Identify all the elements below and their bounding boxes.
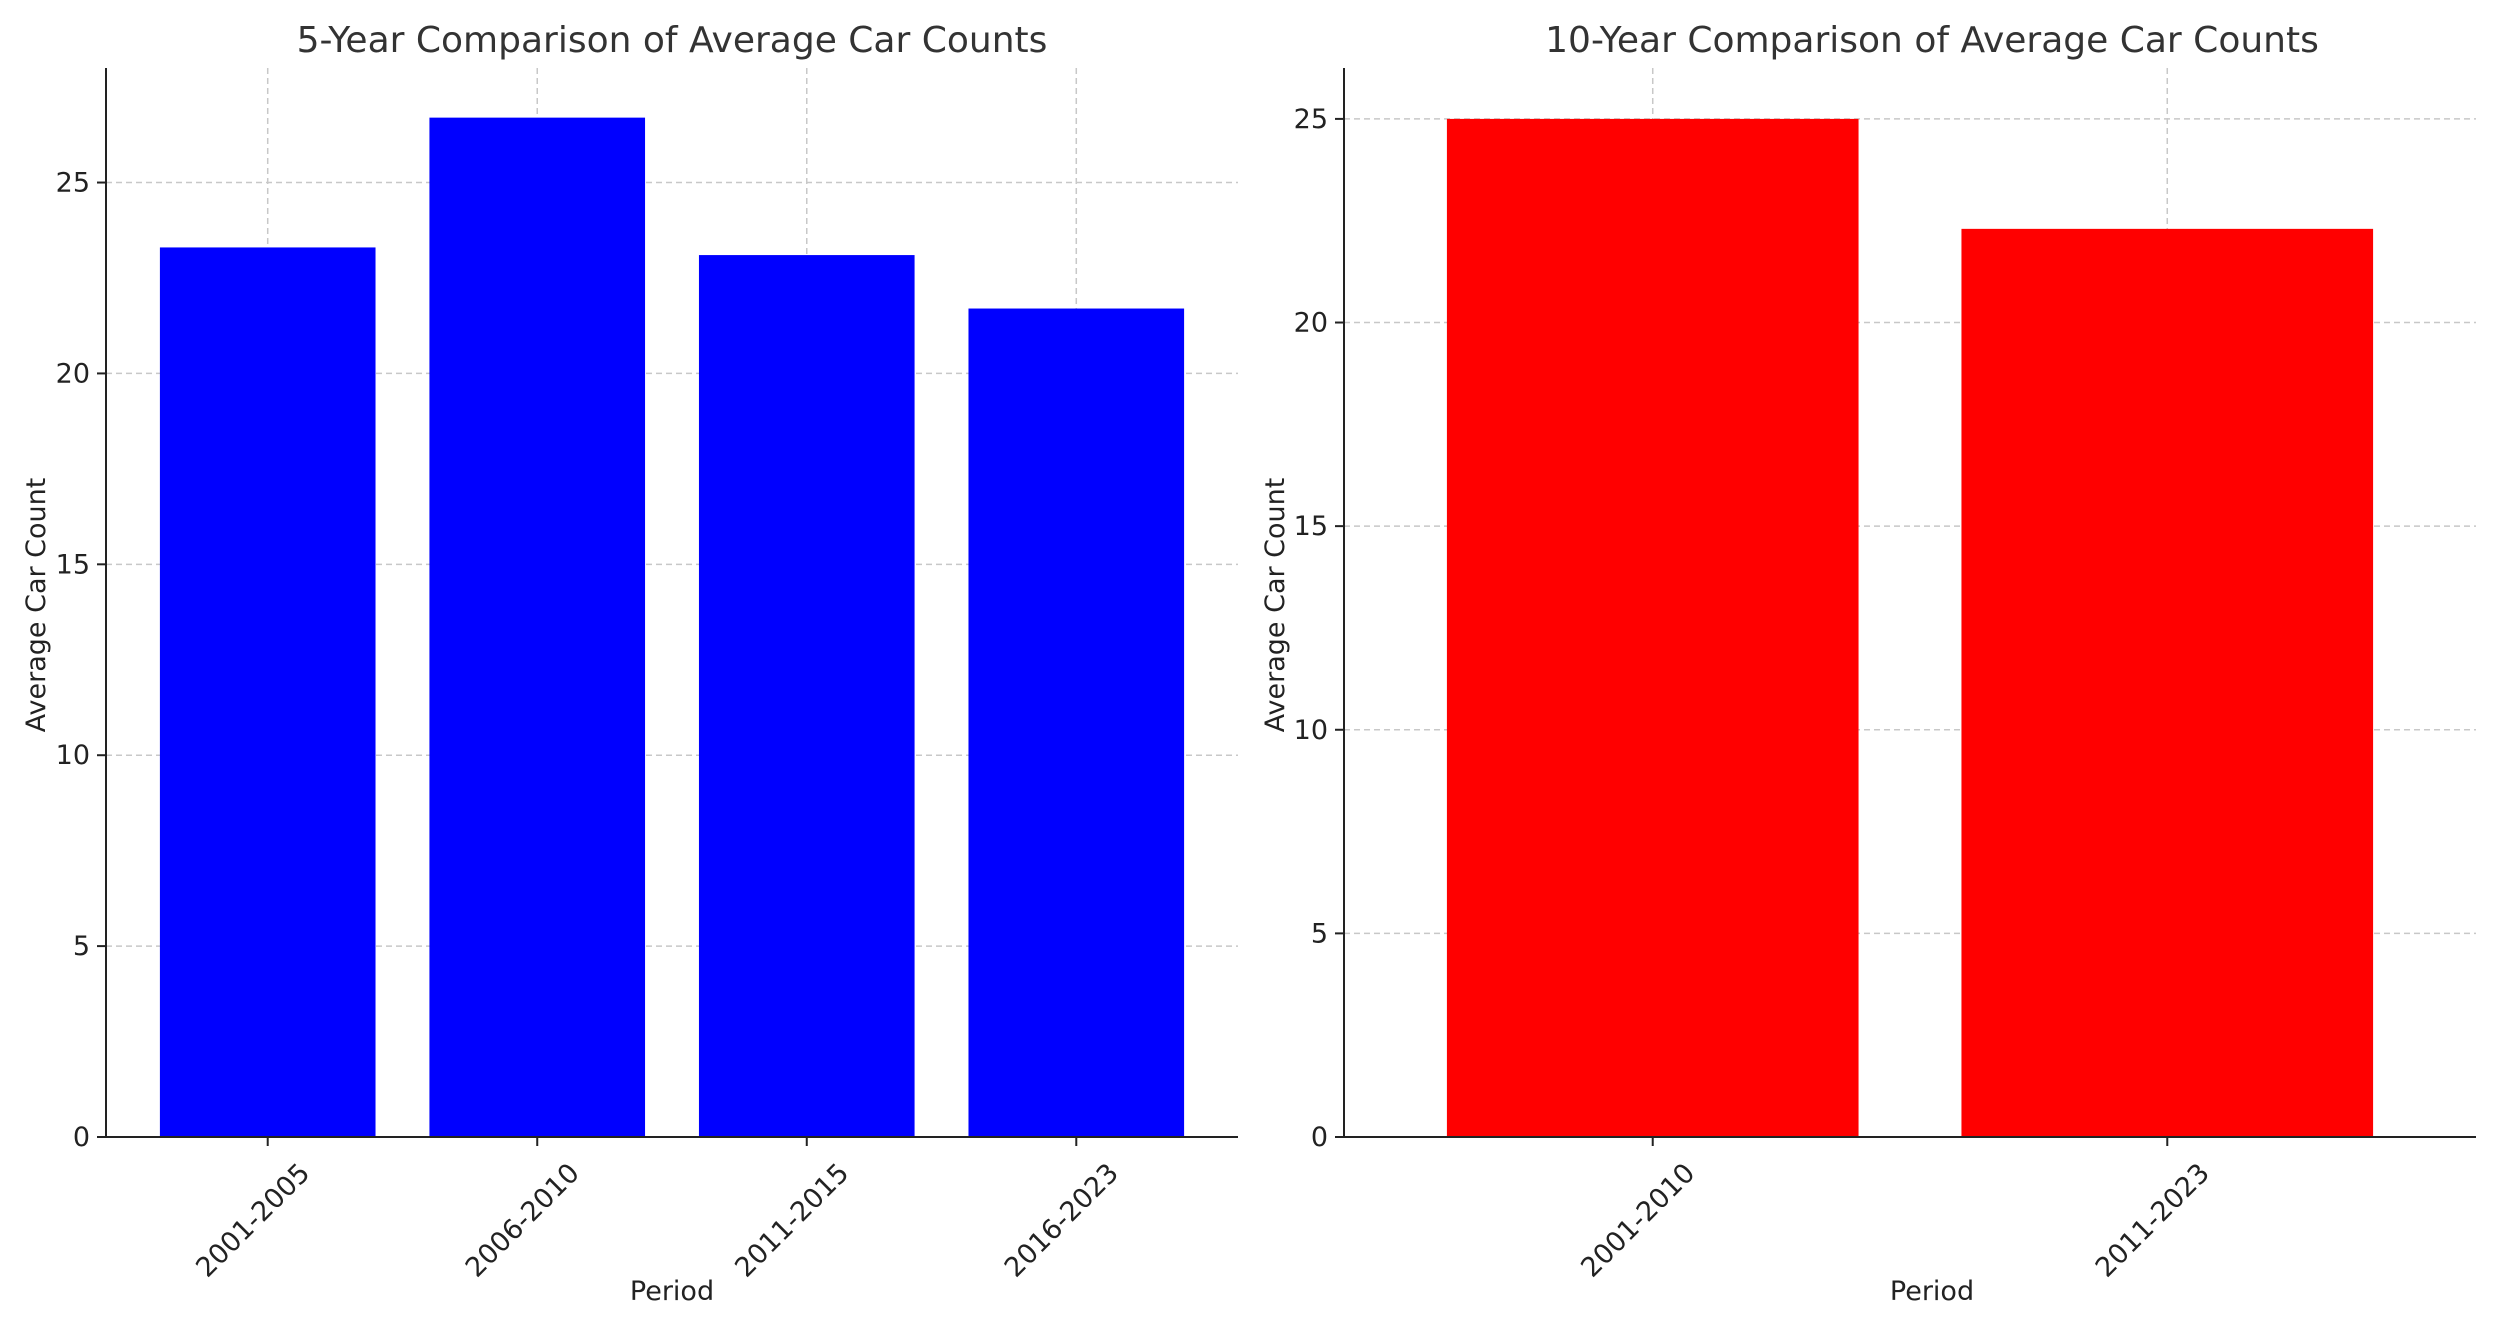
x-ticks: 2001-2010 2011-2023 [1575,1137,2216,1284]
bar-2001-2005 [159,247,376,1138]
x-tick-label: 2011-2015 [729,1158,855,1284]
y-tick-label: 25 [1294,104,1328,135]
y-tick-label: 15 [1294,511,1328,542]
y-tick-label: 20 [56,358,90,389]
axes [105,68,1238,1138]
bars [159,117,1185,1138]
y-axis-label: Average Car Count [21,478,52,733]
chart-title: 10-Year Comparison of Average Car Counts [1545,20,2319,61]
y-tick-label: 0 [1311,1122,1328,1153]
bar-2011-2015 [698,255,915,1137]
bar-2011-2023 [1961,228,2374,1137]
y-tick-label: 15 [56,549,90,580]
x-tick-label: 2016-2023 [999,1158,1125,1284]
chart-5-year: 5-Year Comparison of Average Car Counts … [21,20,1238,1307]
y-tick-label: 10 [1294,715,1328,746]
bar-2006-2010 [429,117,646,1137]
y-axis-label: Average Car Count [1260,478,1291,733]
x-tick-label: 2001-2005 [190,1158,316,1284]
bars [1446,118,2374,1137]
axes [1343,68,2476,1138]
bar-2001-2010 [1446,118,1859,1137]
chart-10-year: 10-Year Comparison of Average Car Counts… [1260,20,2476,1307]
y-tick-label: 5 [1311,918,1328,949]
x-tick-label: 2001-2010 [1575,1158,1701,1284]
x-axis-label: Period [1890,1276,1974,1307]
y-tick-label: 10 [56,740,90,771]
x-ticks: 2001-2005 2006-2010 2011-2015 2016-2023 [190,1137,1125,1284]
y-ticks: 0 5 10 15 20 25 [1294,104,1344,1153]
y-tick-label: 0 [73,1122,90,1153]
y-tick-label: 25 [56,168,90,199]
y-tick-label: 5 [73,931,90,962]
x-tick-label: 2006-2010 [460,1158,586,1284]
x-tick-label: 2011-2023 [2090,1158,2216,1284]
x-axis-label: Period [630,1276,714,1307]
bar-2016-2023 [968,308,1185,1137]
y-tick-label: 20 [1294,308,1328,339]
chart-title: 5-Year Comparison of Average Car Counts [297,20,1048,61]
y-ticks: 0 5 10 15 20 25 [56,168,106,1153]
